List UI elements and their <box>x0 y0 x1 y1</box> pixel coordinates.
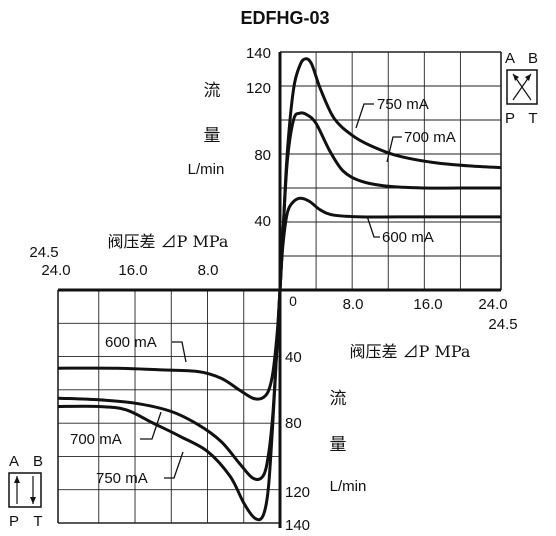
y-tick-neg-140: 140 <box>285 517 310 534</box>
y-tick-neg-40: 40 <box>285 349 302 366</box>
series-line-750ma-q1 <box>278 57 502 291</box>
series-line-600ma-q3 <box>57 289 282 401</box>
svg-text:T: T <box>33 513 42 530</box>
series-curves <box>57 57 502 522</box>
svg-text:B: B <box>33 453 43 470</box>
x-tick-neg-24: 24.0 <box>41 262 70 279</box>
grid-quadrant-1 <box>280 51 502 290</box>
series-label-700-q3: 700 mA <box>70 431 122 448</box>
svg-text:P: P <box>505 110 515 127</box>
valve-symbol-bottom: A B P T <box>8 453 43 530</box>
flow-label-q3-b: 量 <box>330 435 347 455</box>
y-tick-pos-40: 40 <box>254 213 271 230</box>
y-tick-neg-120: 120 <box>285 484 310 501</box>
svg-text:T: T <box>528 110 537 127</box>
x-tick-neg-8: 8.0 <box>198 262 219 279</box>
flow-unit-q1: L/min <box>188 161 225 178</box>
x-tick-pos-24: 24.0 <box>478 296 507 313</box>
valve-symbol-top: A B P T <box>505 50 538 127</box>
origin-label: 0 <box>289 293 297 309</box>
series-label-600-q3: 600 mA <box>105 334 157 351</box>
series-label-700-q1: 700 mA <box>404 129 456 146</box>
series-label-750-q3: 750 mA <box>96 470 148 487</box>
y-tick-pos-140: 140 <box>246 45 271 62</box>
leader-700-q1 <box>386 136 402 163</box>
series-line-750ma-q3 <box>57 289 282 522</box>
flow-unit-q3: L/min <box>330 478 367 495</box>
leader-600-q3 <box>172 341 187 363</box>
x-tick-pos-8: 8.0 <box>343 296 364 313</box>
leader-700-q3 <box>140 411 162 440</box>
leader-600-q1 <box>366 215 380 238</box>
y-tick-pos-80: 80 <box>254 147 271 164</box>
flow-label-q1-b: 量 <box>204 126 221 146</box>
series-line-600ma-q1 <box>278 196 501 291</box>
series-line-700ma-q1 <box>278 111 501 291</box>
svg-text:A: A <box>9 453 19 470</box>
chart-title: EDFHG-03 <box>240 8 329 28</box>
flow-label-q3-a: 流 <box>330 389 347 409</box>
y-tick-neg-80: 80 <box>285 415 302 432</box>
series-label-750-q1: 750 mA <box>377 96 429 113</box>
leader-750-q1 <box>355 103 374 129</box>
pressure-label-q1: 阀压差 ⊿P MPa <box>108 232 229 251</box>
series-label-600-q1: 600 mA <box>382 229 434 246</box>
leader-750-q3 <box>164 451 184 479</box>
x-tick-pos-16: 16.0 <box>413 296 442 313</box>
x-limit-neg: 24.5 <box>29 244 58 261</box>
svg-text:P: P <box>9 513 19 530</box>
pressure-label-q3: 阀压差 ⊿P MPa <box>350 342 471 361</box>
x-tick-neg-16: 16.0 <box>118 262 147 279</box>
x-limit-pos: 24.5 <box>488 316 517 333</box>
series-line-700ma-q3 <box>57 289 282 481</box>
svg-text:A: A <box>505 50 515 67</box>
svg-text:B: B <box>528 50 538 67</box>
flow-label-q1-a: 流 <box>204 81 221 101</box>
y-tick-pos-120: 120 <box>246 80 271 97</box>
